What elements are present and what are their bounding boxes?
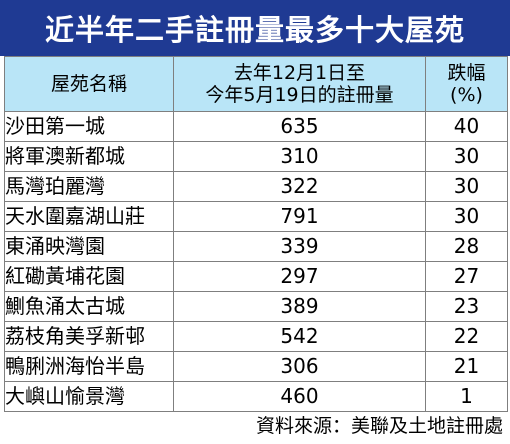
estate-name: 馬灣珀麗灣 [4,171,174,202]
registration-volume: 297 [173,261,426,292]
registration-volume: 542 [173,321,426,352]
registration-volume: 339 [173,231,426,262]
header-registration-volume: 去年12月1日至 今年5月19日的註冊量 [173,56,426,112]
table-row: 馬灣珀麗灣 322 30 [4,171,508,202]
table-row: 鰂魚涌太古城 389 23 [4,291,508,322]
table-row: 天水圍嘉湖山莊 791 30 [4,201,508,232]
drop-percent: 40 [425,111,508,142]
drop-percent: 30 [425,141,508,172]
estate-name: 沙田第一城 [4,111,174,142]
registration-volume: 322 [173,171,426,202]
table-row: 荔枝角美孚新邨 542 22 [4,321,508,352]
registration-volume: 389 [173,291,426,322]
table-row: 鴨脷洲海怡半島 306 21 [4,351,508,382]
estate-name: 將軍澳新都城 [4,141,174,172]
table-title: 近半年二手註冊量最多十大屋苑 [0,0,510,56]
header-drop-line1: 跌幅 [447,62,486,84]
estate-name: 天水圍嘉湖山莊 [4,201,174,232]
header-volume-line2: 今年5月19日的註冊量 [205,84,394,106]
drop-percent: 1 [425,381,508,412]
drop-percent: 30 [425,201,508,232]
estate-name: 鰂魚涌太古城 [4,291,174,322]
estate-name: 荔枝角美孚新邨 [4,321,174,352]
registration-volume: 460 [173,381,426,412]
table-row: 紅磡黃埔花園 297 27 [4,261,508,292]
registration-volume: 310 [173,141,426,172]
header-drop-percent: 跌幅 (%) [425,56,508,112]
header-drop-line2: (%) [450,84,483,106]
header-estate-name: 屋苑名稱 [4,56,174,112]
header-volume-line1: 去年12月1日至 [233,62,366,84]
registration-volume: 635 [173,111,426,142]
registration-volume: 306 [173,351,426,382]
drop-percent: 30 [425,171,508,202]
estate-name: 鴨脷洲海怡半島 [4,351,174,382]
table-row: 大嶼山愉景灣 460 1 [4,381,508,412]
drop-percent: 28 [425,231,508,262]
drop-percent: 21 [425,351,508,382]
registration-volume: 791 [173,201,426,232]
estate-name: 紅磡黃埔花園 [4,261,174,292]
drop-percent: 22 [425,321,508,352]
table-header-row: 屋苑名稱 去年12月1日至 今年5月19日的註冊量 跌幅 (%) [4,56,508,112]
table-row: 沙田第一城 635 40 [4,111,508,142]
estate-table: 屋苑名稱 去年12月1日至 今年5月19日的註冊量 跌幅 (%) 沙田第一城 6… [4,56,508,412]
drop-percent: 23 [425,291,508,322]
drop-percent: 27 [425,261,508,292]
estate-name: 東涌映灣園 [4,231,174,262]
table-row: 將軍澳新都城 310 30 [4,141,508,172]
table-row: 東涌映灣園 339 28 [4,231,508,262]
source-note: 資料來源：美聯及土地註冊處 [255,415,503,437]
estate-name: 大嶼山愉景灣 [4,381,174,412]
